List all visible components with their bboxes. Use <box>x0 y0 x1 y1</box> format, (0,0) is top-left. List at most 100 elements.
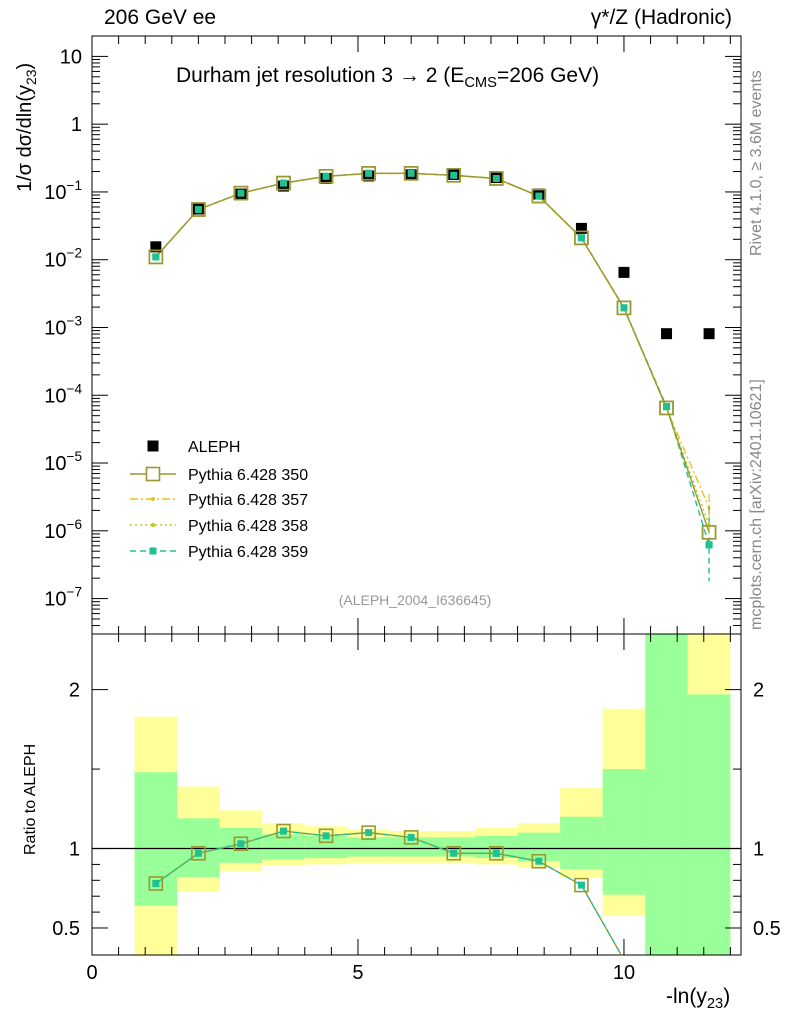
aleph-data-point <box>618 266 630 278</box>
legend-marker <box>151 523 155 527</box>
x-axis-label: -ln(y23) <box>666 985 731 1013</box>
mc-350-marker <box>403 166 419 181</box>
legend-label: Pythia 6.428 359 <box>188 544 308 561</box>
ratio-marker-350 <box>446 845 462 861</box>
mc-350-marker <box>659 400 674 416</box>
legend-label: Pythia 6.428 350 <box>188 467 308 484</box>
upper-y-tick-label: 1 <box>71 114 82 136</box>
legend-label: Pythia 6.428 357 <box>188 492 308 509</box>
upper-y-tick-label: 10−1 <box>44 178 82 204</box>
upper-y-tick-label: 10−4 <box>44 381 82 407</box>
ratio-marker-350 <box>488 845 504 861</box>
mc-359-marker <box>705 541 713 549</box>
x-tick-label: 0 <box>86 962 97 984</box>
mc-350-marker <box>488 171 504 186</box>
ratio-band-inner <box>347 837 390 857</box>
mc-350-marker <box>148 249 164 265</box>
legend-aleph-label: ALEPH <box>188 439 240 456</box>
upper-y-tick-label: 10−2 <box>44 246 82 272</box>
ratio-y-tick-label-right: 0.5 <box>753 918 781 940</box>
mc-359-marker <box>577 234 585 242</box>
rivet-version-label: Rivet 4.1.0, ≥ 3.6M events <box>748 70 765 256</box>
mc-350-marker <box>276 175 291 191</box>
x-tick-label: 5 <box>352 962 363 984</box>
ratio-y-tick-label: 2 <box>69 680 80 702</box>
aleph-data-point <box>150 241 162 253</box>
ratio-marker-359 <box>152 879 160 887</box>
ratio-marker-359 <box>577 881 585 889</box>
ratio-y-tick-label: 1 <box>69 839 80 861</box>
ratio-marker-350 <box>148 876 164 891</box>
mc-359-marker <box>365 169 373 177</box>
lower-plot-frame <box>91 633 742 956</box>
ratio-band-inner <box>389 837 433 857</box>
mc-350-marker <box>191 202 206 217</box>
ratio-marker-359 <box>407 833 415 841</box>
ratio-y-tick-label-right: 1 <box>753 839 764 861</box>
ratio-band-inner <box>304 835 348 859</box>
ratio-marker-350 <box>574 877 589 893</box>
ratio-y-axis-label: Ratio to ALEPH <box>22 743 39 855</box>
ratio-marker-359 <box>365 829 373 837</box>
x-tick-label: 10 <box>613 962 635 984</box>
mc-350-marker <box>531 188 547 204</box>
legend-marker <box>149 547 157 555</box>
aleph-data-point <box>575 222 587 234</box>
mc-line-359 <box>155 172 710 546</box>
ratio-marker-359 <box>280 827 288 835</box>
ratio-series-group <box>148 823 623 955</box>
mc-350-marker <box>701 525 717 540</box>
mc-359-marker <box>237 189 245 197</box>
mc-350-marker <box>574 230 589 246</box>
ratio-marker-350 <box>191 845 206 861</box>
ratio-marker-350 <box>276 823 291 839</box>
ratio-marker-359 <box>450 849 458 857</box>
ratio-marker-359 <box>322 832 330 840</box>
mc-350-marker <box>318 169 334 184</box>
ratio-y-tick-label-right: 2 <box>753 680 764 702</box>
ratio-marker-350 <box>361 825 376 840</box>
mc-line-357 <box>155 172 710 508</box>
upper-y-tick-label: 10−6 <box>44 517 82 543</box>
mc-359-marker <box>535 192 543 200</box>
ratio-band-inner <box>262 834 305 860</box>
upper-y-tick-label: 10 <box>60 46 82 68</box>
aleph-data-point <box>661 328 673 340</box>
ratio-y-tick-label: 0.5 <box>52 918 80 940</box>
legend-label: Pythia 6.428 358 <box>188 518 308 535</box>
upper-y-tick-label: 10−3 <box>44 313 82 339</box>
ratio-marker-359 <box>535 857 543 865</box>
upper-y-axis-label: 1/σ dσ/dln(y23) <box>14 62 39 192</box>
mc-359-marker <box>492 174 500 182</box>
ratio-band-inner <box>177 818 220 878</box>
ratio-marker-350 <box>403 830 419 845</box>
mc-350-marker <box>616 300 632 316</box>
ratio-marker-350 <box>233 836 249 852</box>
mc-359-marker <box>407 169 415 177</box>
ratio-marker-350 <box>531 853 547 869</box>
ratio-marker-359 <box>492 849 500 857</box>
chart-title: Durham jet resolution 3 → 2 (ECMS=206 Ge… <box>176 64 600 92</box>
legend-marker <box>151 497 155 501</box>
mc-359-marker <box>322 172 330 180</box>
mc-359-marker <box>280 179 288 187</box>
ratio-marker-350 <box>318 828 334 844</box>
legend-aleph-marker <box>147 440 159 452</box>
ratio-band-inner <box>517 832 561 862</box>
upper-y-tick-label: 10−5 <box>44 449 82 475</box>
mc-359-marker <box>450 171 458 179</box>
ratio-band-inner <box>687 694 731 955</box>
mcplots-label: mcplots.cern.ch [arXiv:2401.10621] <box>748 379 765 630</box>
mc-350-marker <box>446 168 462 183</box>
mc-350-marker <box>233 185 249 201</box>
ratio-band-inner <box>602 769 646 895</box>
aleph-data-point <box>703 328 715 340</box>
ratio-marker-359 <box>237 840 245 848</box>
legend-marker <box>145 466 161 482</box>
mc-359-marker <box>152 253 160 261</box>
energy-label: 206 GeV ee <box>104 6 217 29</box>
analysis-watermark: (ALEPH_2004_I636645) <box>339 592 492 608</box>
upper-y-tick-label: 10−7 <box>44 585 82 611</box>
process-label: γ*/Z (Hadronic) <box>590 6 732 29</box>
